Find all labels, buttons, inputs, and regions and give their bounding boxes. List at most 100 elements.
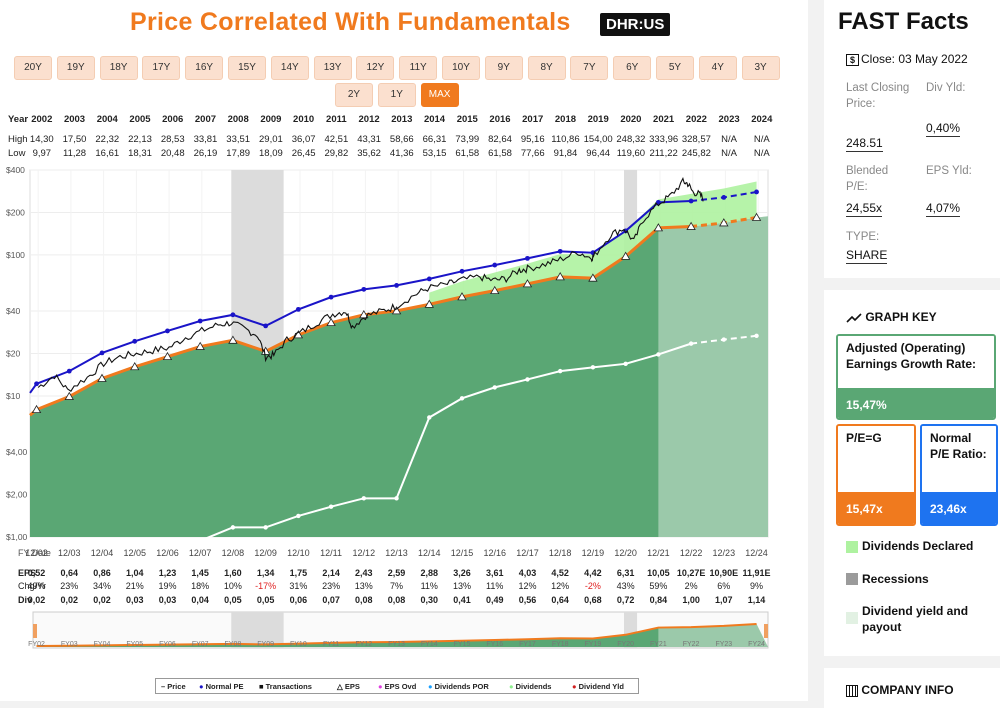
fy-date-cell: 12/19	[582, 548, 605, 558]
range-button-1y[interactable]: 1Y	[377, 83, 416, 107]
ticker-badge: DHR:US	[600, 13, 671, 36]
range-button-10y[interactable]: 10Y	[442, 56, 480, 80]
normal-pe-point	[263, 323, 269, 329]
trend-icon	[846, 313, 862, 323]
high-cell: 14,30	[29, 134, 54, 145]
growth-rate-box: Adjusted (Operating) Earnings Growth Rat…	[836, 334, 996, 420]
chg-cell: 11%	[421, 581, 438, 591]
range-button-12y[interactable]: 12Y	[356, 56, 395, 80]
range-button-19y[interactable]: 19Y	[56, 56, 95, 80]
year-high-low-table: Year High Low 2002 2003 2004 2005 2006 2007 20…	[0, 112, 808, 162]
eps-cell: 0,86	[93, 568, 111, 578]
eps-yld-value[interactable]: 4,07%	[926, 201, 961, 217]
range-button-max[interactable]: MAX	[420, 83, 459, 107]
legend-label: Dividend Yld	[578, 682, 624, 691]
div-yield-swatch	[846, 612, 858, 624]
range-button-7y[interactable]: 7Y	[570, 56, 609, 80]
normal-pe-point	[132, 338, 138, 344]
year-cell: 2006	[162, 114, 184, 125]
range-button-16y[interactable]: 16Y	[185, 56, 224, 80]
legend-marker: ●	[428, 682, 435, 691]
normal-pe-point	[66, 368, 72, 374]
range-button-18y[interactable]: 18Y	[99, 56, 138, 80]
legend-item[interactable]: ■ Transactions	[259, 682, 312, 691]
dividend-yld-point	[590, 365, 596, 370]
div-cell: 0,03	[159, 595, 177, 605]
legend-item[interactable]: ● Normal PE	[199, 682, 244, 691]
eps-point	[31, 404, 42, 414]
chg-cell: -2%	[585, 581, 601, 591]
legend-item[interactable]: ● Dividends	[509, 682, 551, 691]
page-title: Price Correlated With Fundamentals	[130, 8, 571, 36]
eps-cell: 4,42	[584, 568, 602, 578]
legend-item[interactable]: ● EPS Ovd	[378, 682, 416, 691]
y-tick-label: $100	[6, 250, 25, 260]
range-button-9y[interactable]: 9Y	[484, 56, 523, 80]
fy-date-cell: 12/02	[25, 548, 48, 558]
chg-cell: 10%	[224, 581, 242, 591]
high-cell: 328,57	[681, 134, 711, 145]
range-button-8y[interactable]: 8Y	[527, 56, 566, 80]
range-button-15y[interactable]: 15Y	[228, 56, 266, 80]
high-cell: 58,66	[389, 134, 414, 145]
legend-label: Dividends POR	[434, 682, 489, 691]
range-button-14y[interactable]: 14Y	[270, 56, 309, 80]
range-button-13y[interactable]: 13Y	[313, 56, 352, 80]
range-button-4y[interactable]: 4Y	[698, 56, 737, 80]
eps-cell: 11,91E	[743, 568, 771, 578]
legend-item[interactable]: △ EPS	[337, 682, 360, 691]
eps-point	[719, 218, 729, 227]
mini-area	[36, 627, 692, 647]
mini-fy-label: FY06	[159, 641, 176, 648]
high-cell: 248,32	[616, 134, 646, 145]
div-cell: 0,02	[93, 595, 111, 605]
chg-cell: 6%	[717, 581, 730, 591]
div-yld-value[interactable]: 0,40%	[926, 121, 961, 137]
main-panel: Price Correlated With Fundamentals DHR:U…	[0, 0, 808, 701]
fy-date-cell: 12/10	[287, 548, 310, 558]
low-cell: 18,31	[128, 148, 152, 159]
low-cell: 53,15	[422, 148, 447, 159]
dividends-declared-label: Dividends Declared	[862, 539, 974, 553]
building-icon	[846, 684, 858, 697]
div-cell: 0,41	[453, 595, 471, 605]
y-tick-label: $1,00	[6, 532, 28, 542]
fy-date-cell: 12/22	[680, 548, 703, 558]
eps-point	[588, 273, 598, 282]
eps-point	[522, 279, 533, 288]
dividend-yld-point	[230, 525, 236, 530]
low-cell: 9,97	[32, 148, 52, 159]
range-button-5y[interactable]: 5Y	[656, 56, 694, 80]
chg-cell: 19%	[158, 581, 176, 591]
high-cell: 73,99	[455, 134, 480, 145]
range-button-3y[interactable]: 3Y	[741, 56, 780, 80]
dividend-yld-point	[361, 496, 367, 501]
legend-item[interactable]: ● Dividend Yld	[572, 682, 624, 691]
fy-date-cell: 12/06	[156, 548, 179, 558]
range-button-2y[interactable]: 2Y	[335, 83, 373, 107]
range-button-11y[interactable]: 11Y	[399, 56, 438, 80]
legend-item[interactable]: ● Dividends POR	[428, 682, 489, 691]
dividend-yld-point	[328, 504, 334, 509]
range-button-20y[interactable]: 20Y	[14, 56, 52, 80]
blended-pe-value[interactable]: 24,55x	[846, 201, 883, 217]
year-cell: 2009	[260, 114, 282, 125]
range-button-6y[interactable]: 6Y	[613, 56, 652, 80]
low-cell: 41,36	[389, 148, 414, 159]
last-closing-price-value[interactable]: 248.51	[846, 136, 883, 152]
normal-pe-point	[361, 286, 367, 292]
chg-cell: 12%	[551, 581, 569, 591]
dollar-icon: $	[846, 54, 859, 66]
range-button-17y[interactable]: 17Y	[142, 56, 181, 80]
company-info-label: COMPANY INFO	[861, 683, 954, 697]
company-info-header[interactable]: COMPANY INFO	[846, 683, 954, 697]
year-cell: 2008	[227, 114, 249, 125]
mini-fy-label: FY12	[355, 641, 372, 648]
year-cell: 2012	[358, 114, 380, 125]
type-value[interactable]: SHARE	[846, 248, 888, 264]
mini-fy-label: FY16	[486, 641, 503, 648]
year-cell: 2003	[63, 114, 86, 125]
dividend-yld-point	[492, 385, 497, 390]
legend-item[interactable]: – Price	[161, 682, 186, 691]
eps-point	[293, 330, 304, 339]
